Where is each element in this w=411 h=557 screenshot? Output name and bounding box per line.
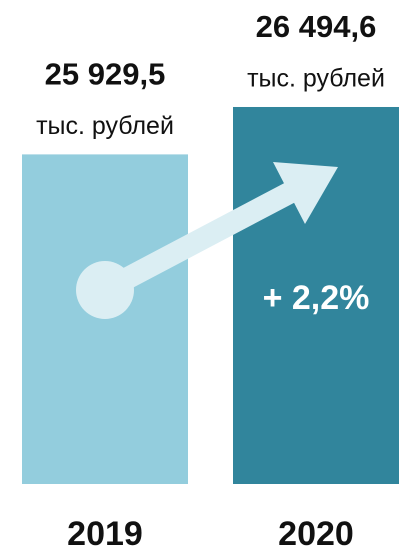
year-label: 2020: [278, 515, 354, 553]
unit-label: тыс. рублей: [247, 65, 385, 93]
year-label: 2019: [67, 515, 143, 553]
unit-label: тыс. рублей: [36, 112, 174, 140]
bar: [22, 154, 188, 484]
value-label: 26 494,6: [256, 9, 377, 44]
growth-annotation: + 2,2%: [263, 279, 370, 317]
growth-arrow: [76, 162, 338, 319]
value-label: 25 929,5: [45, 57, 166, 92]
